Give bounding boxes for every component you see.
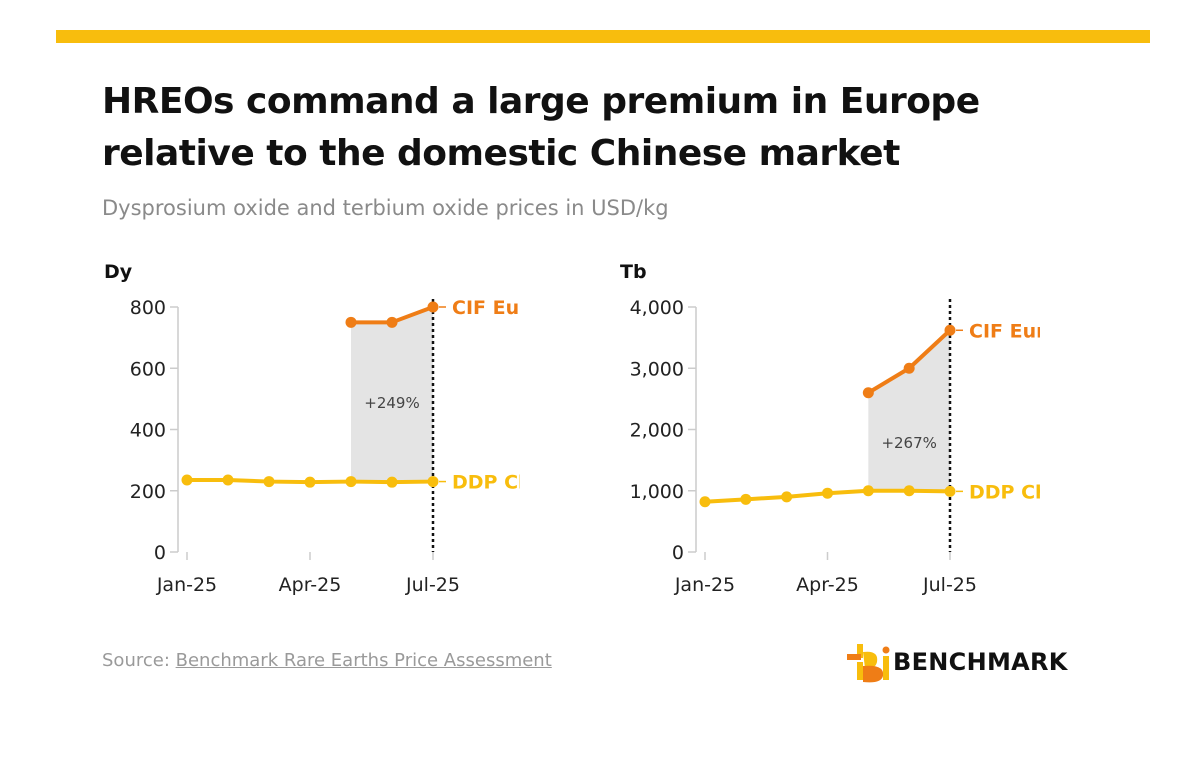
tb-data-point	[822, 487, 833, 499]
tb-y-tick-label: 3,000	[630, 358, 684, 380]
tb-data-point	[699, 496, 711, 508]
dy-premium-area	[351, 307, 433, 483]
dy-x-tick-label: Jan-25	[156, 574, 217, 596]
chart-title-line-1: HREOs command a large premium in Europe	[102, 81, 980, 122]
tb-x-tick-label: Apr-25	[796, 574, 859, 596]
tb-chart-panel: Tb +267% 0 1,000 2,000 3,000 4,000 Jan-25 Apr-25…	[520, 250, 1085, 610]
source-link[interactable]: Benchmark Rare Earths Price Assessment	[175, 650, 552, 671]
accent-bar	[56, 30, 1150, 43]
tb-data-point	[781, 491, 793, 503]
dy-chart: Dy +249% 0 200 400 600 800 Jan-25 Apr-25 Jul-25 DD…	[104, 261, 568, 596]
dy-series-label: CIF Europe	[452, 297, 520, 319]
tb-data-point	[862, 387, 874, 399]
chart-title-line-2: relative to the domestic Chinese market	[102, 133, 900, 174]
dy-y-tick-label: 200	[130, 481, 166, 503]
tb-data-point	[944, 485, 956, 497]
dy-data-point	[263, 476, 275, 488]
dy-series-label: DDP China	[452, 472, 520, 494]
tb-y-tick-label: 0	[672, 542, 684, 564]
benchmark-logo-icon	[847, 644, 890, 683]
dy-y-tick-label: 400	[130, 420, 166, 442]
dy-data-point	[181, 474, 193, 486]
dy-data-point	[345, 476, 357, 488]
tb-premium-area	[868, 330, 950, 492]
dy-y-tick-label: 800	[130, 297, 166, 319]
dy-data-point	[222, 474, 234, 486]
tb-premium-annotation: +267%	[881, 434, 936, 452]
benchmark-logo: BENCHMARK	[845, 642, 1095, 686]
dy-premium-annotation: +249%	[364, 394, 419, 412]
dy-panel-title: Dy	[104, 261, 133, 283]
dy-data-point	[427, 476, 439, 488]
dy-data-point	[304, 476, 316, 488]
chart-title: HREOs command a large premium in Europe …	[102, 76, 1102, 180]
dy-chart-panel: Dy +249% 0 200 400 600 800 Jan-25 Apr-25 Jul-25 DD…	[0, 250, 568, 610]
dy-data-point	[345, 316, 357, 328]
chart-subtitle: Dysprosium oxide and terbium oxide price…	[102, 196, 669, 220]
dy-data-point	[386, 476, 398, 488]
tb-data-point	[903, 362, 915, 374]
dy-y-tick-label: 600	[130, 358, 166, 380]
tb-data-point	[903, 485, 915, 497]
tb-x-tick-label: Jul-25	[922, 574, 977, 596]
tb-y-tick-label: 2,000	[630, 420, 684, 442]
tb-series-label: DDP China	[969, 481, 1040, 503]
dy-data-point	[386, 316, 398, 328]
tb-y-tick-label: 4,000	[630, 297, 684, 319]
tb-data-point	[862, 485, 874, 497]
tb-chart: Tb +267% 0 1,000 2,000 3,000 4,000 Jan-25 Apr-25…	[620, 261, 1085, 596]
tb-panel-title: Tb	[620, 261, 647, 283]
benchmark-logo-text: BENCHMARK	[893, 648, 1068, 676]
dy-y-tick-label: 0	[154, 542, 166, 564]
dy-x-tick-label: Apr-25	[279, 574, 342, 596]
dy-x-tick-label: Jul-25	[405, 574, 460, 596]
dy-data-point	[427, 301, 439, 313]
tb-x-tick-label: Jan-25	[674, 574, 735, 596]
tb-series-label: CIF Europe	[969, 320, 1040, 342]
source-note: Source: Benchmark Rare Earths Price Asse…	[102, 650, 552, 671]
tb-data-point	[944, 324, 956, 336]
source-prefix: Source:	[102, 650, 176, 671]
tb-data-point	[740, 493, 752, 505]
tb-y-tick-label: 1,000	[630, 481, 684, 503]
